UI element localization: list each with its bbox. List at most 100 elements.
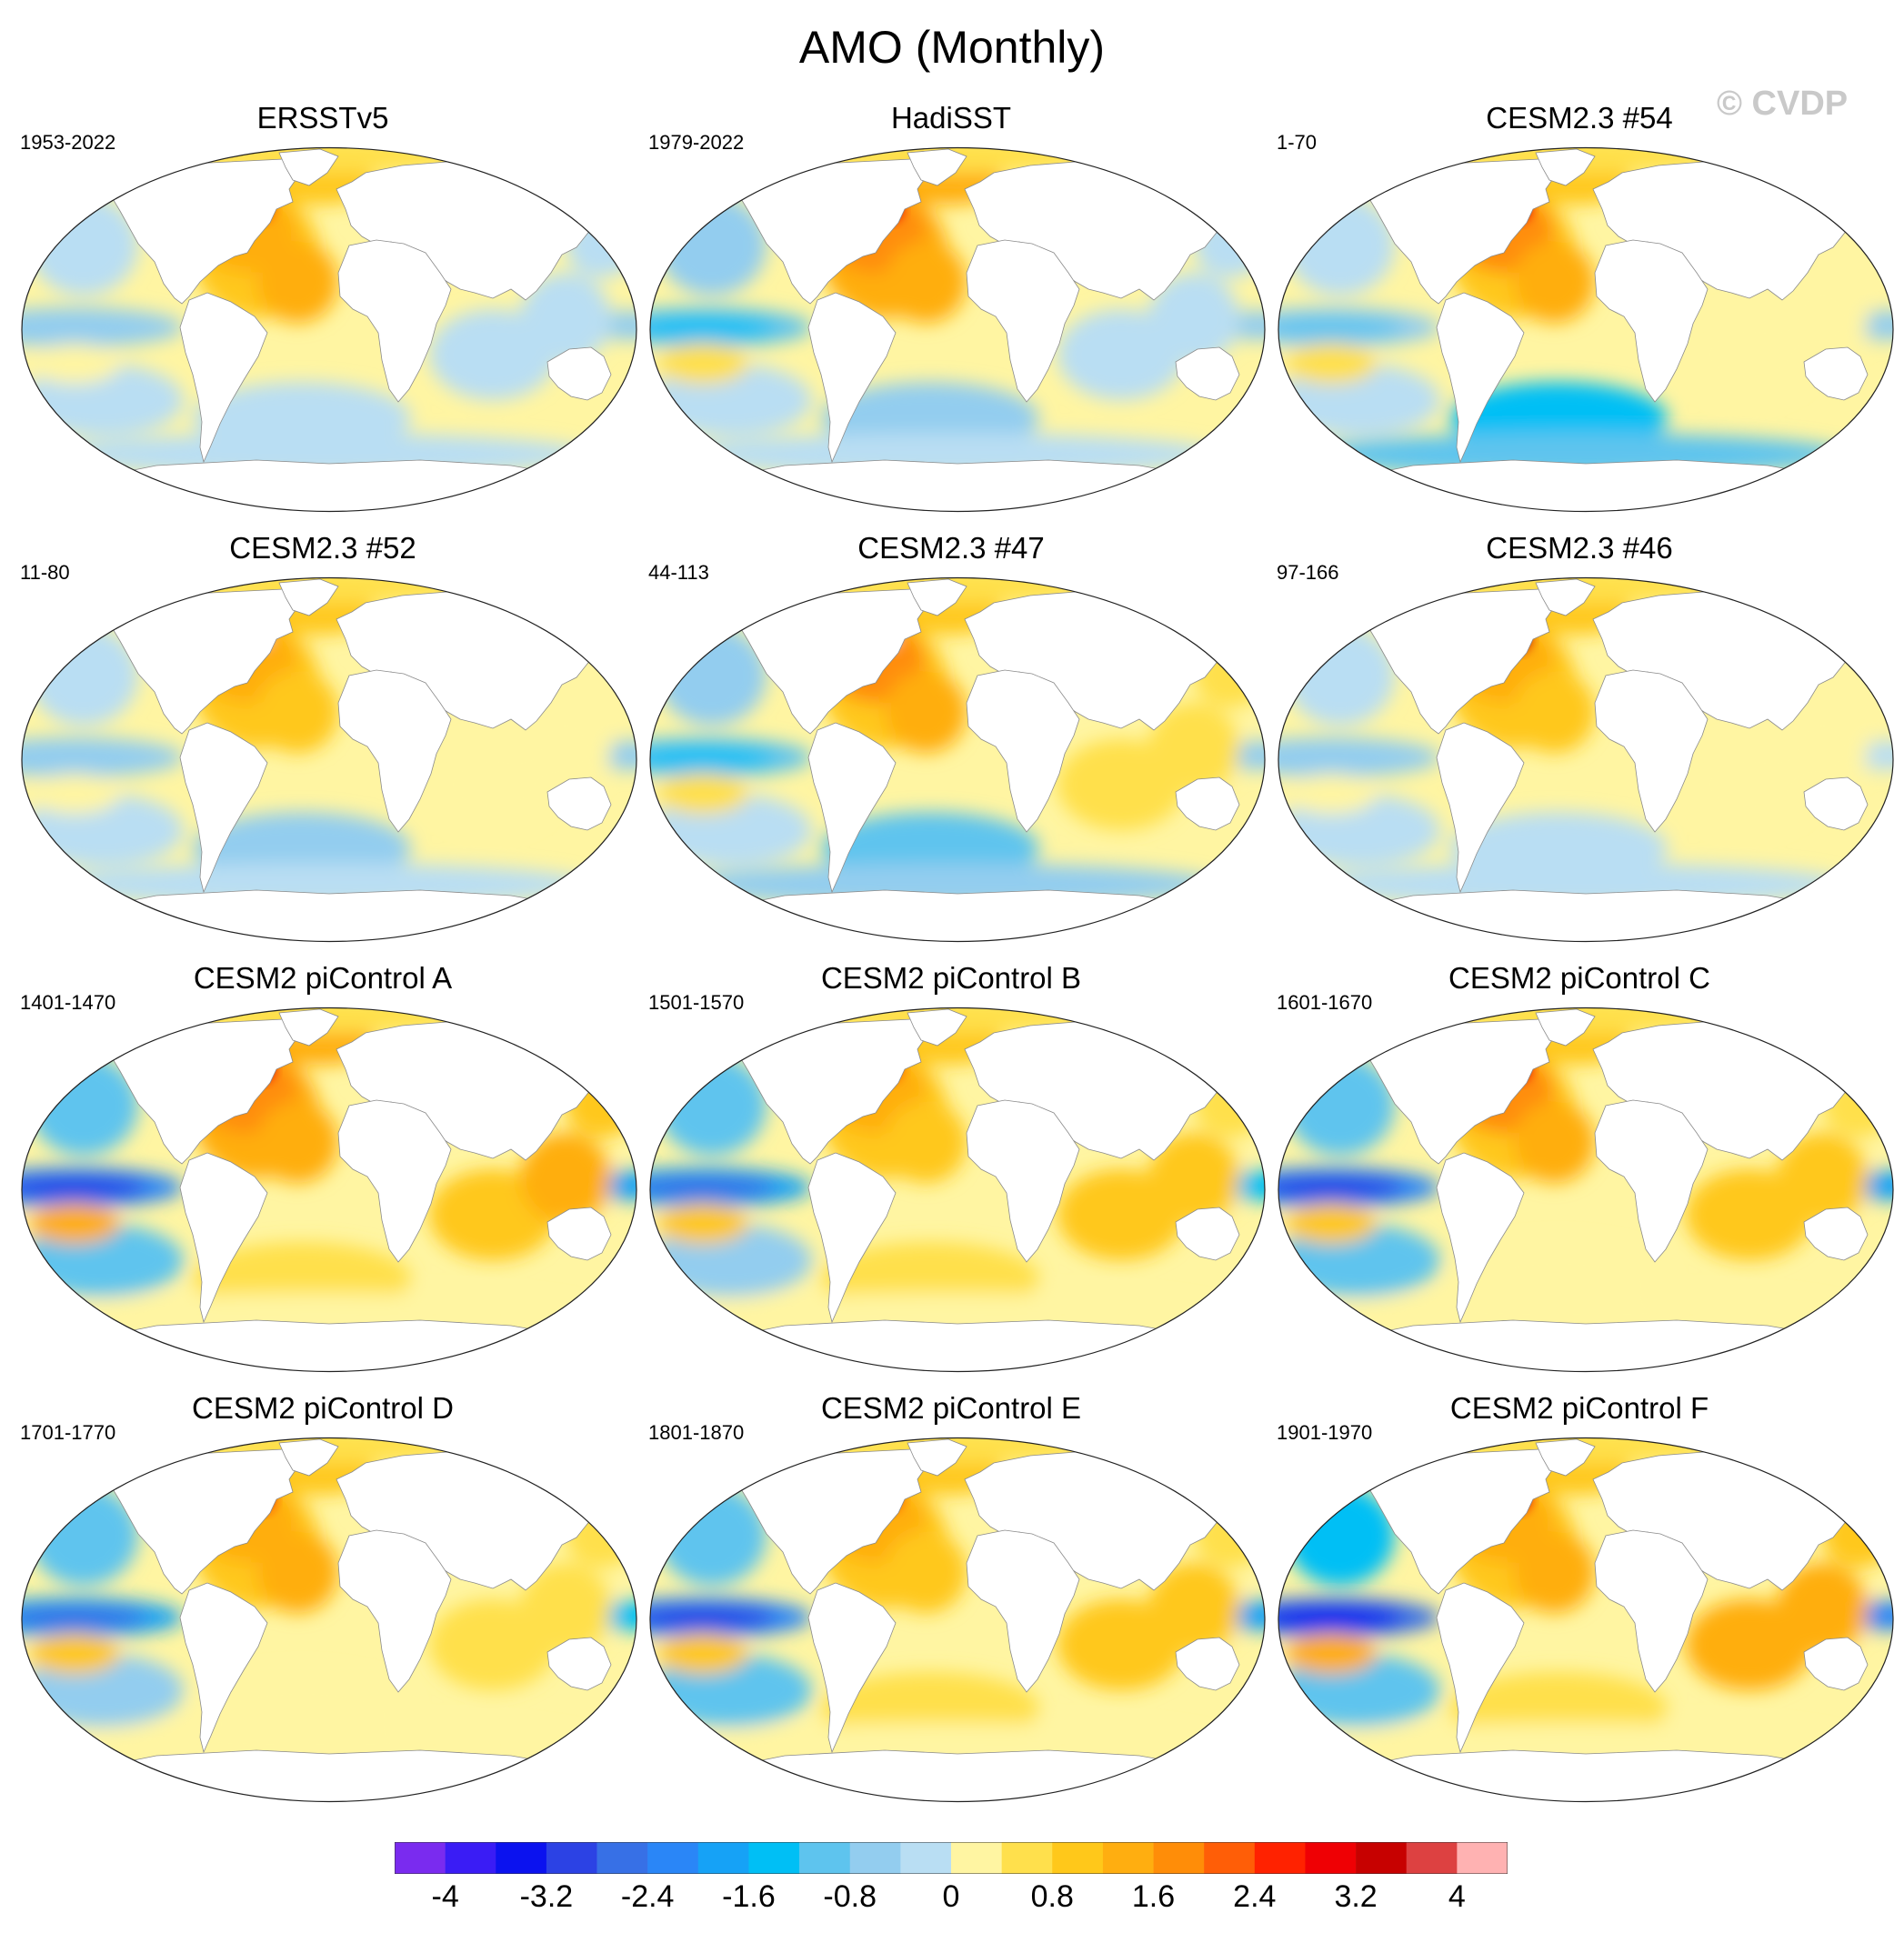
panel-years: 11-80	[20, 561, 70, 584]
colorbar-tick-label: 4	[1448, 1879, 1466, 1914]
colorbar-tick-label: 0.8	[1030, 1879, 1074, 1914]
map-frame	[649, 1437, 1266, 1803]
land-australia	[1175, 346, 1240, 401]
map-panel: CESM2.3 #46 97-166	[1266, 530, 1894, 944]
land-africa	[966, 1099, 1080, 1263]
colorbar-tick-label: 0	[942, 1879, 960, 1914]
sst-map	[649, 576, 1266, 943]
land-africa	[337, 239, 452, 403]
map-panel: CESM2 piControl D 1701-1770	[9, 1390, 637, 1804]
land-greenland	[278, 578, 339, 616]
map-panel: ERSSTv5 1953-2022	[9, 100, 637, 514]
colorbar-swatch	[1102, 1842, 1154, 1874]
map-panel: CESM2 piControl E 1801-1870	[637, 1390, 1266, 1804]
colorbar-swatch	[951, 1842, 1002, 1874]
colorbar-swatch	[546, 1842, 597, 1874]
land-greenland	[1535, 1438, 1596, 1477]
map-frame	[21, 1007, 637, 1373]
colorbar-swatch	[1356, 1842, 1408, 1874]
colorbar-labels: -4 -3.2 -2.4 -1.6 -0.8 0 0.8 1.6 2.4 3.2 4	[0, 1878, 1904, 1915]
land-australia	[546, 1207, 612, 1261]
colorbar-swatch	[799, 1842, 851, 1874]
sst-map	[1278, 1437, 1894, 1803]
panel-title: CESM2 piControl B	[820, 961, 1082, 995]
panel-title: ERSSTv5	[256, 101, 389, 135]
sst-map	[21, 1437, 637, 1803]
sst-map	[1278, 1007, 1894, 1373]
sst-map	[1278, 146, 1894, 513]
map-panel: CESM2 piControl F 1901-1970	[1266, 1390, 1894, 1804]
panel-title: CESM2.3 #54	[1486, 101, 1673, 135]
land-samerica	[179, 1152, 268, 1324]
land-samerica	[1436, 1582, 1525, 1754]
colorbar-swatch	[1001, 1842, 1053, 1874]
panel-years: 44-113	[648, 561, 709, 584]
land-africa	[1594, 1529, 1709, 1693]
land-africa	[966, 1529, 1080, 1693]
colorbar-swatch	[596, 1842, 648, 1874]
map-frame	[1278, 146, 1894, 513]
colorbar-swatch	[849, 1842, 901, 1874]
panel-years: 1953-2022	[20, 131, 116, 154]
land-africa	[337, 669, 452, 833]
land-australia	[1803, 1207, 1869, 1261]
land-samerica	[1436, 1152, 1525, 1324]
land-australia	[1175, 1207, 1240, 1261]
map-frame	[1278, 1007, 1894, 1373]
map-frame	[649, 146, 1266, 513]
land-samerica	[807, 1152, 897, 1324]
panel-title: CESM2.3 #52	[229, 531, 416, 565]
colorbar-swatch	[1153, 1842, 1205, 1874]
land-samerica	[807, 722, 897, 894]
land-australia	[1175, 1637, 1240, 1691]
land-samerica	[1436, 292, 1525, 464]
map-panel: CESM2.3 #54 1-70	[1266, 100, 1894, 514]
colorbar-swatch	[1305, 1842, 1357, 1874]
land-australia	[546, 776, 612, 831]
land-samerica	[1436, 722, 1525, 894]
land-greenland	[1535, 1008, 1596, 1047]
land-greenland	[278, 1008, 339, 1047]
map-frame	[649, 1007, 1266, 1373]
map-frame	[1278, 1437, 1894, 1803]
sst-map	[21, 576, 637, 943]
panel-title: CESM2 piControl F	[1449, 1391, 1709, 1425]
colorbar-swatch	[1052, 1842, 1104, 1874]
sst-map	[649, 146, 1266, 513]
colorbar-tick-label: 1.6	[1131, 1879, 1176, 1914]
panel-years: 1401-1470	[20, 991, 116, 1014]
colorbar-swatch	[647, 1842, 699, 1874]
map-frame	[649, 576, 1266, 943]
sst-map	[21, 1007, 637, 1373]
panel-title: CESM2 piControl D	[192, 1391, 454, 1425]
map-frame	[21, 146, 637, 513]
land-africa	[1594, 1099, 1709, 1263]
panel-years: 1501-1570	[648, 991, 745, 1014]
land-greenland	[1535, 578, 1596, 616]
colorbar-swatch	[445, 1842, 496, 1874]
sst-map	[649, 1007, 1266, 1373]
panel-title: CESM2 piControl E	[820, 1391, 1082, 1425]
panel-years: 1701-1770	[20, 1421, 116, 1444]
land-australia	[1175, 776, 1240, 831]
colorbar-swatch	[395, 1842, 446, 1874]
panel-years: 1901-1970	[1277, 1421, 1373, 1444]
land-samerica	[179, 1582, 268, 1754]
land-samerica	[179, 722, 268, 894]
colorbar-swatch	[697, 1842, 749, 1874]
colorbar-tick-label: 3.2	[1334, 1879, 1378, 1914]
land-greenland	[907, 148, 967, 186]
figure-title: AMO (Monthly)	[798, 22, 1106, 73]
land-africa	[1594, 239, 1709, 403]
land-greenland	[907, 1438, 967, 1477]
land-africa	[337, 1099, 452, 1263]
colorbar-swatch	[1254, 1842, 1306, 1874]
cvdp-watermark: © CVDP	[1717, 85, 1849, 123]
land-africa	[966, 239, 1080, 403]
panel-years: 97-166	[1277, 561, 1339, 584]
sst-map	[649, 1437, 1266, 1803]
land-greenland	[278, 1438, 339, 1477]
colorbar-tick-label: 2.4	[1233, 1879, 1277, 1914]
map-panel: CESM2 piControl B 1501-1570	[637, 960, 1266, 1374]
